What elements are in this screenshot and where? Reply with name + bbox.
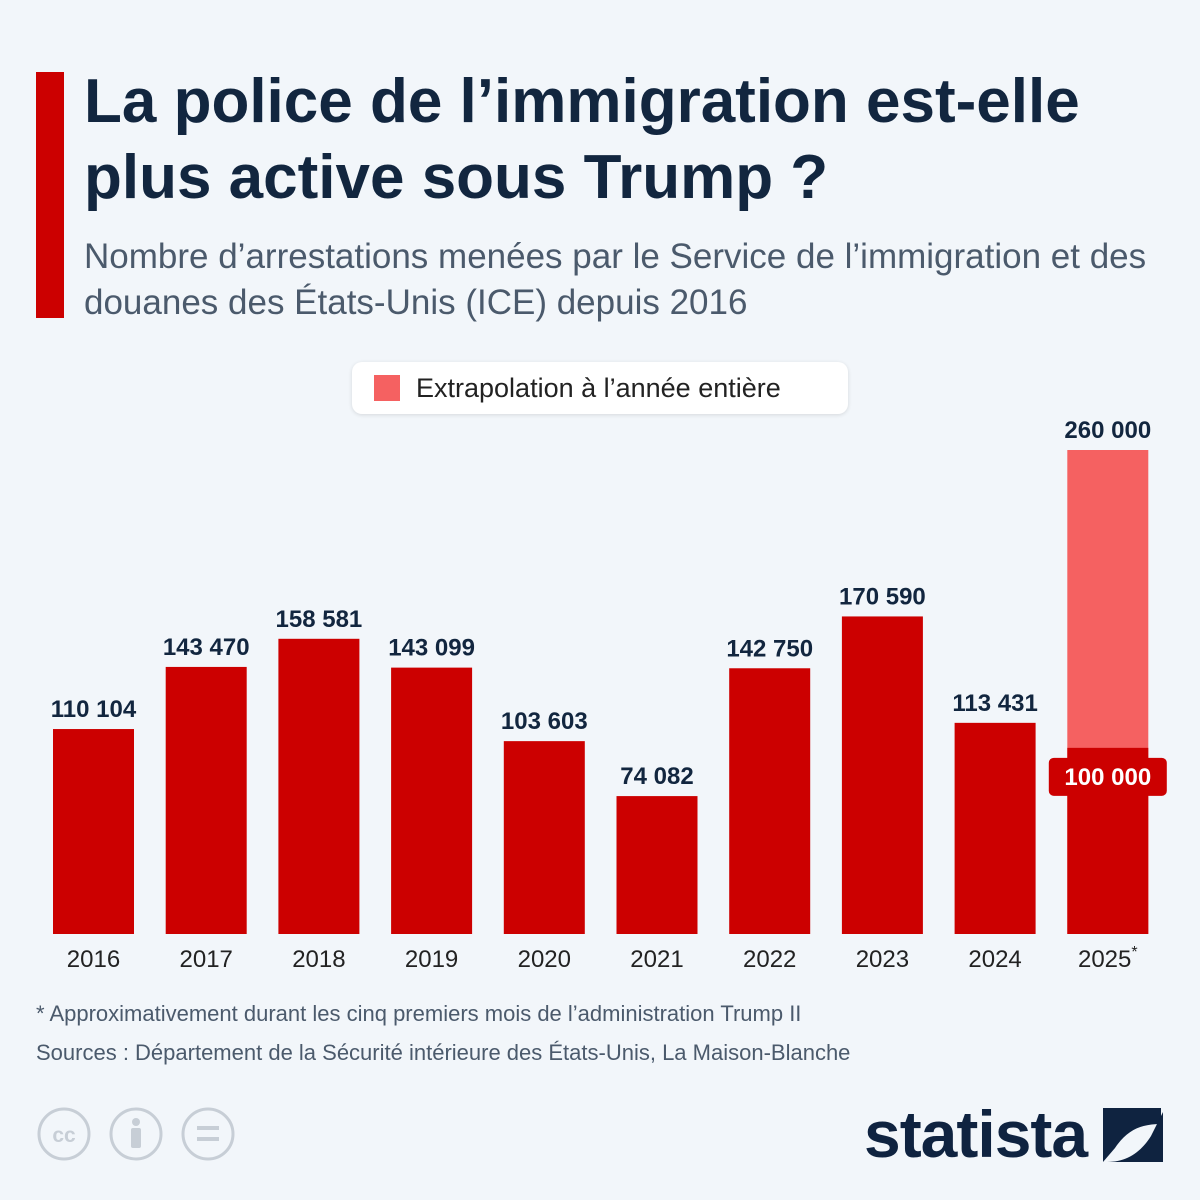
bar — [278, 638, 360, 934]
x-tick-label: 2017 — [180, 946, 233, 973]
legend-label: Extrapolation à l’année entière — [416, 372, 781, 403]
chart-subtitle: Nombre d’arrestations menées par le Serv… — [84, 237, 1147, 322]
bar-value-label: 74 082 — [620, 763, 693, 790]
x-tick-label: 2023 — [856, 946, 909, 973]
legend: Extrapolation à l’année entière — [352, 362, 848, 414]
sources: Sources : Département de la Sécurité int… — [36, 1040, 851, 1065]
chart-title: La police de l’immigration est-elle plus… — [84, 67, 1080, 212]
attribution-icon[interactable] — [109, 1107, 163, 1161]
bar-value-label: 143 099 — [388, 635, 475, 662]
x-tick-label: 2016 — [67, 946, 120, 973]
bar — [954, 722, 1036, 934]
x-tick-label: 2021 — [630, 946, 683, 973]
bar-value-label: 142 750 — [726, 635, 813, 662]
bar — [616, 796, 698, 934]
bar — [165, 666, 247, 934]
title-accent-bar — [36, 72, 64, 318]
license-icons: cc — [36, 1106, 246, 1167]
bar — [53, 729, 134, 934]
bar-value-label: 143 470 — [163, 634, 250, 661]
x-tick-label: 2022 — [743, 946, 796, 973]
cc-icon[interactable]: cc — [37, 1107, 91, 1161]
extrapolation-value-label: 260 000 — [1064, 417, 1151, 444]
bar-value-label: 100 000 — [1064, 764, 1151, 791]
x-tick-label: 2020 — [518, 946, 571, 973]
bar-value-label: 170 590 — [839, 583, 926, 610]
bar-value-label: 158 581 — [276, 606, 363, 633]
legend-swatch — [374, 375, 400, 401]
bar-chart: 110 104 2016 143 470 2017 158 581 2018 143 099… — [51, 417, 1167, 973]
bar — [391, 667, 473, 934]
bar-value-label: 113 431 — [952, 690, 1037, 717]
bar — [503, 741, 585, 934]
bar-value-label: 103 603 — [501, 708, 588, 735]
statista-logo-icon — [1103, 1108, 1164, 1162]
x-tick-label: 2024 — [968, 946, 1021, 973]
bar-value-label: 110 104 — [51, 696, 137, 723]
bar — [729, 668, 811, 934]
x-tick-label: 2019 — [405, 946, 458, 973]
x-tick-label: 2025* — [1078, 944, 1138, 973]
footnote: * Approximativement durant les cinq prem… — [36, 1001, 802, 1026]
value-badge — [1048, 757, 1167, 796]
statista-logo: statista — [864, 1096, 1165, 1172]
logo-text: statista — [864, 1097, 1088, 1171]
svg-text:cc: cc — [52, 1124, 76, 1147]
no-derivatives-icon[interactable] — [181, 1107, 235, 1161]
bar — [841, 616, 923, 934]
x-tick-label: 2018 — [292, 946, 345, 973]
